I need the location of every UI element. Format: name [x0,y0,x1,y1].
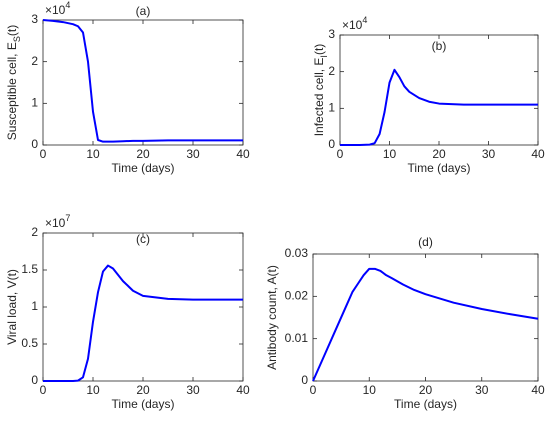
y-axis-label-sub: I [319,55,329,58]
x-tick-label: 10 [86,383,100,397]
y-axis-label: Antibody count, A(t) [265,265,279,370]
x-tick-label: 20 [136,383,150,397]
y-axis-label-main: Viral load, V(t) [5,269,19,345]
chart-title: (c) [136,232,150,246]
y-scale-multiplier: ×107 [45,213,70,230]
y-axis-label: Susceptible cell, ES(t) [5,25,22,140]
y-scale-base: ×10 [342,18,363,32]
y-scale-exponent: 7 [65,213,70,223]
y-tick-label: 0 [31,373,38,387]
y-tick-label: 2 [328,64,335,78]
x-axis-label: Time (days) [394,397,457,411]
x-tick-label: 30 [475,383,489,397]
axes-frame [312,253,539,382]
x-tick-label: 40 [531,147,545,161]
curve [42,19,243,143]
x-axis-label: Time (days) [112,397,175,411]
x-tick-label: 40 [236,147,250,161]
y-scale-exponent: 4 [362,15,367,25]
y-axis-label-main: Susceptible cell, E [5,42,19,140]
y-tick-label: 3 [328,27,335,41]
x-tick-label: 0 [40,383,47,397]
x-tick-label: 30 [186,383,200,397]
x-tick-label: 40 [531,383,545,397]
x-tick-label: 0 [337,147,344,161]
y-axis-label-sub: S [12,36,22,42]
y-tick-label: 0 [31,137,38,151]
y-scale-multiplier: ×104 [342,15,367,32]
y-axis-label-tail: (t) [312,44,326,55]
y-tick-label: 0 [301,373,308,387]
y-tick-label: 1 [31,299,38,313]
x-tick-label: 20 [136,147,150,161]
y-tick-label: 1 [31,96,38,110]
x-tick-label: 0 [40,147,47,161]
y-scale-multiplier: ×104 [45,0,70,17]
y-tick-label: 0.02 [285,289,309,303]
y-axis-label: Infected cell, EI(t) [312,44,329,137]
chart-title: (b) [432,39,447,53]
curve [312,267,539,382]
y-scale-base: ×10 [45,216,66,230]
y-scale-exponent: 4 [65,0,70,10]
x-axis-label: Time (days) [408,161,471,175]
x-tick-label: 20 [432,147,446,161]
x-tick-label: 10 [86,147,100,161]
x-tick-label: 30 [186,147,200,161]
curve [43,264,243,382]
x-axis-label: Time (days) [112,161,175,175]
chart-title: (d) [418,235,433,249]
x-tick-label: 20 [419,383,433,397]
x-tick-label: 0 [310,383,317,397]
y-tick-label: 1 [328,101,335,115]
y-axis-label-main: Antibody count, A(t) [265,265,279,370]
y-tick-label: 0.01 [285,331,309,345]
y-tick-label: 3 [31,12,38,26]
y-axis-label-tail: (t) [5,25,19,36]
x-tick-label: 30 [482,147,496,161]
axes-frame [42,19,244,146]
y-axis-label-main: Infected cell, E [312,58,326,137]
y-tick-label: 0.5 [21,336,38,350]
x-tick-label: 10 [383,147,397,161]
y-tick-label: 0.03 [285,246,309,260]
y-tick-label: 2 [31,54,38,68]
y-tick-label: 2 [31,225,38,239]
axes-frame [42,232,244,382]
chart-title: (a) [136,4,151,18]
x-tick-label: 10 [363,383,377,397]
y-tick-label: 1.5 [21,262,38,276]
curve [340,68,538,146]
y-axis-label: Viral load, V(t) [5,269,19,345]
y-scale-base: ×10 [45,3,66,17]
x-tick-label: 40 [236,383,250,397]
y-tick-label: 0 [328,137,335,151]
